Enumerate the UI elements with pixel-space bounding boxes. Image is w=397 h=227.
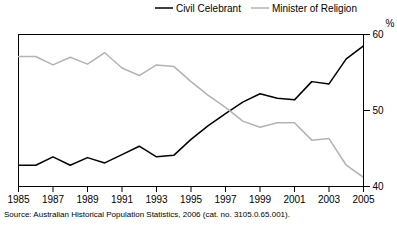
svg-text:50: 50 xyxy=(373,105,385,116)
svg-text:2001: 2001 xyxy=(283,194,306,205)
svg-text:1989: 1989 xyxy=(76,194,99,205)
svg-text:%: % xyxy=(386,18,395,29)
svg-text:1987: 1987 xyxy=(42,194,65,205)
svg-text:40: 40 xyxy=(373,181,385,192)
html-text:Source: Australian Historical: Source: Australian Historical Population… xyxy=(4,210,290,219)
html-text:Minister of Religion: Minister of Religion xyxy=(272,2,357,14)
svg-text:2005: 2005 xyxy=(352,194,375,205)
svg-text:1993: 1993 xyxy=(145,194,168,205)
svg-text:1991: 1991 xyxy=(111,194,134,205)
html-text:Civil Celebrant: Civil Celebrant xyxy=(175,2,241,14)
svg-text:1999: 1999 xyxy=(249,194,272,205)
svg-text:1985: 1985 xyxy=(7,194,30,205)
svg-text:60: 60 xyxy=(373,29,385,40)
svg-text:1995: 1995 xyxy=(180,194,203,205)
svg-text:2003: 2003 xyxy=(318,194,341,205)
svg-text:1997: 1997 xyxy=(214,194,237,205)
